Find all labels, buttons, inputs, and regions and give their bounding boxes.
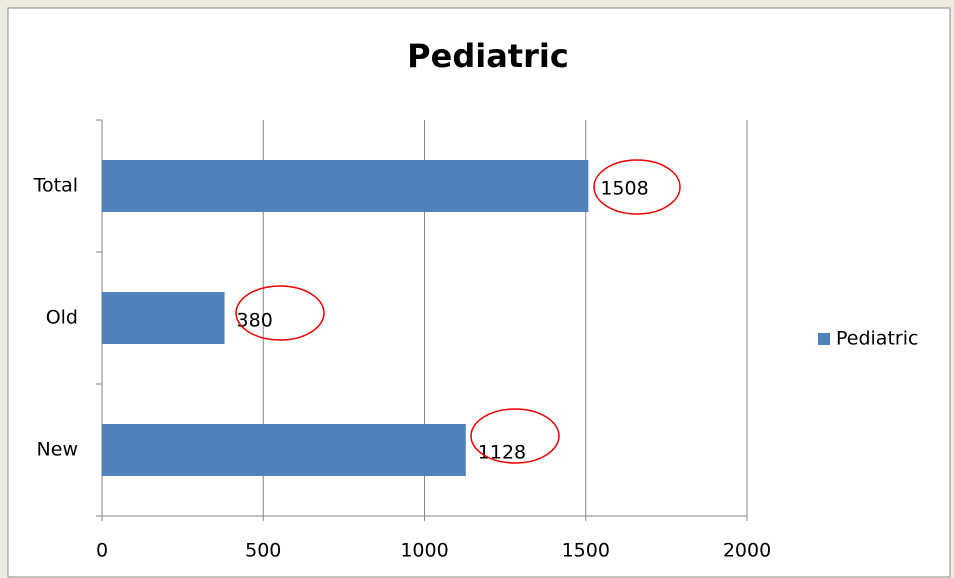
bar — [102, 160, 589, 212]
bar — [102, 424, 466, 476]
chart-title: Pediatric — [407, 37, 569, 75]
y-tick-label: New — [37, 439, 78, 461]
data-label: 1508 — [600, 178, 648, 200]
x-tick-label: 2000 — [723, 540, 771, 562]
x-tick-label: 0 — [96, 540, 108, 562]
bar — [102, 292, 225, 344]
labels: 0 500 1000 1500 2000 New 1128 Old 380 Total 1508 Pe… — [33, 175, 919, 562]
legend-label: Pediatric — [836, 328, 918, 350]
y-tick-label: Total — [33, 175, 78, 197]
x-tick-label: 1000 — [400, 540, 448, 562]
annotations — [235, 159, 681, 464]
x-tick-label: 500 — [245, 540, 281, 562]
x-tick-label: 1500 — [562, 540, 610, 562]
legend-swatch — [818, 333, 830, 345]
bars — [102, 160, 589, 476]
annotation-ellipse — [593, 159, 681, 215]
annotation-ellipse — [235, 285, 325, 341]
data-label: 380 — [237, 310, 273, 332]
y-tick-label: Old — [46, 307, 78, 329]
annotation-ellipse — [470, 408, 560, 464]
data-label: 1128 — [478, 442, 526, 464]
